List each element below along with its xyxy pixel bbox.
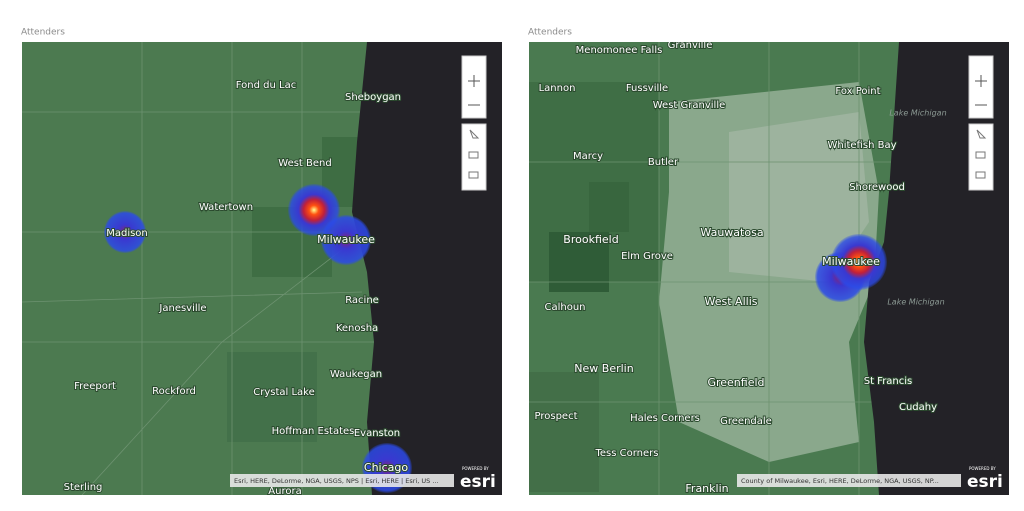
place-label: Marcy (573, 151, 603, 162)
place-label: Watertown (199, 202, 253, 213)
logo-caption: POWERED BY (462, 466, 489, 471)
place-label: Tess Corners (594, 448, 658, 459)
place-label: Crystal Lake (253, 387, 315, 398)
place-label: Elm Grove (621, 251, 673, 262)
place-label: Prospect (535, 411, 578, 422)
place-label: Whitefish Bay (827, 140, 896, 151)
logo-caption: POWERED BY (969, 466, 996, 471)
place-label: Racine (345, 295, 379, 306)
place-label: West Bend (278, 158, 331, 169)
water-label: Lake Michigan (889, 109, 946, 118)
place-label: Franklin (685, 482, 728, 495)
zoom-controls[interactable] (461, 55, 487, 191)
place-label: Evanston (354, 428, 400, 439)
place-label: Milwaukee (822, 255, 880, 268)
place-label: Wauwatosa (700, 226, 763, 239)
place-label: Sterling (64, 482, 103, 493)
place-label: Fussville (626, 83, 668, 94)
place-label: Rockford (152, 386, 196, 397)
logo: esri (967, 472, 1003, 492)
place-label: Fox Point (835, 86, 880, 97)
place-label: New Berlin (574, 362, 633, 375)
place-label: Janesville (158, 303, 206, 314)
place-label: West Granville (653, 100, 726, 111)
place-label: Madison (106, 228, 148, 239)
place-label: St Francis (864, 376, 913, 387)
place-label: Butler (648, 157, 679, 168)
place-label: Hoffman Estates (272, 426, 355, 437)
place-label: Greenfield (707, 376, 764, 389)
place-label: Hales Corners (630, 413, 700, 424)
place-label: Milwaukee (317, 233, 375, 246)
visual-title: Attenders (21, 28, 65, 38)
place-label: Lannon (539, 83, 576, 94)
visual-title: Attenders (528, 28, 572, 38)
zoom-controls[interactable] (968, 55, 994, 191)
attribution: County of Milwaukee, Esri, HERE, DeLorme… (741, 477, 939, 485)
place-label: West Allis (705, 295, 758, 308)
place-label: Kenosha (336, 323, 378, 334)
place-label: Cudahy (899, 402, 937, 413)
place-label: Sheboygan (345, 92, 401, 103)
place-label: Shorewood (849, 182, 905, 193)
place-label: Calhoun (544, 302, 585, 313)
map[interactable]: Fond du Lac Sheboygan West Bend Watertow… (22, 42, 502, 497)
place-label: Greendale (720, 416, 772, 427)
place-label: Menomonee Falls (576, 45, 663, 56)
place-label: Freeport (74, 381, 116, 392)
place-label: Aurora (268, 486, 301, 497)
place-label: Waukegan (330, 369, 382, 380)
place-label: Chicago (364, 461, 408, 474)
water-label: Lake Michigan (887, 298, 944, 307)
logo: esri (460, 472, 496, 492)
map[interactable]: Menomonee Falls Lannon Fussville Granvil… (529, 40, 1009, 495)
place-label: Granville (668, 40, 713, 51)
attribution: Esri, HERE, DeLorme, NGA, USGS, NPS | Es… (234, 477, 439, 485)
place-label: Fond du Lac (236, 80, 296, 91)
place-label: Brookfield (563, 233, 618, 246)
